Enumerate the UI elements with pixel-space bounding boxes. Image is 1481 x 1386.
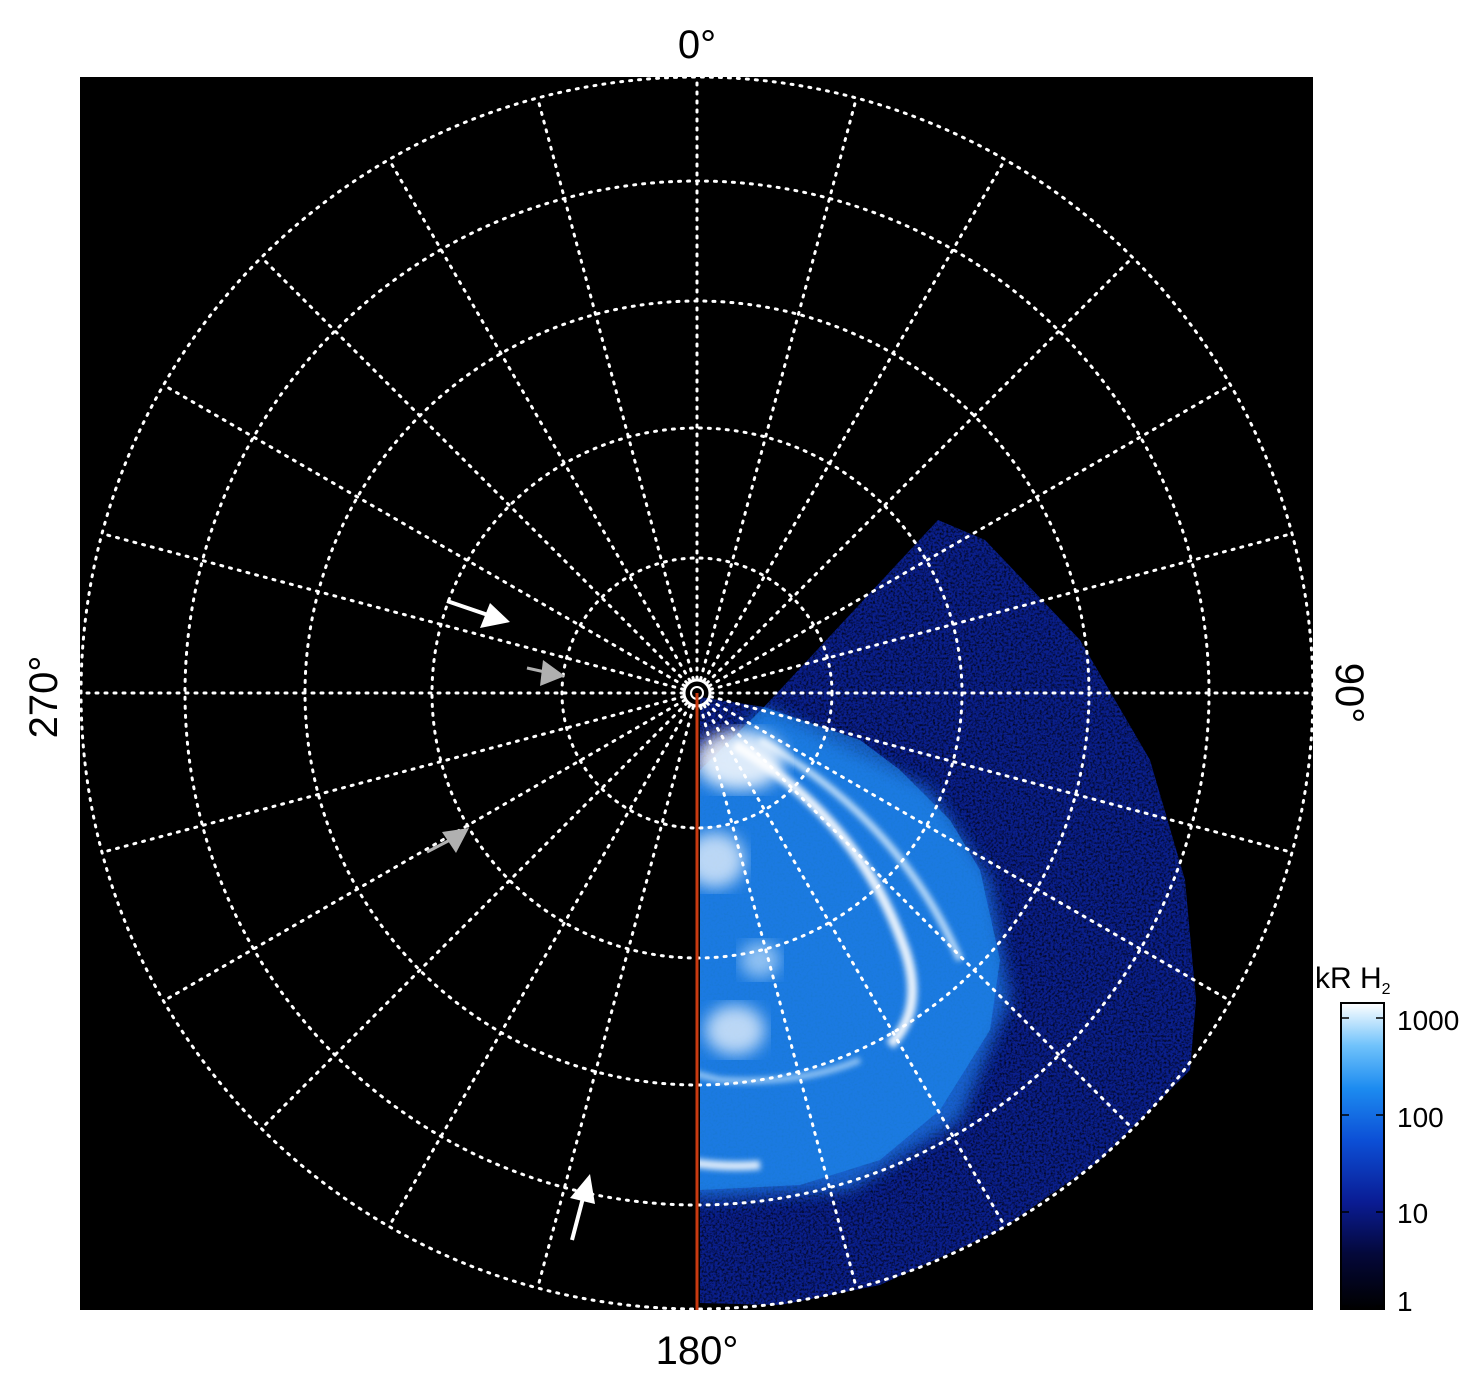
longitude-meridian <box>162 383 687 688</box>
longitude-label-right: 90° <box>1327 663 1371 724</box>
longitude-grid <box>80 77 1313 1310</box>
arrow-white-upper <box>446 599 510 628</box>
colorbar-title: kR H2 <box>1315 962 1391 998</box>
colorbar-tick-label: 1000 <box>1397 1005 1459 1036</box>
longitude-meridian <box>705 255 1135 685</box>
latitude-circle <box>560 556 834 830</box>
longitude-meridian <box>259 255 689 685</box>
longitude-label-left: 270° <box>22 656 66 739</box>
longitude-meridian <box>699 96 858 681</box>
longitude-meridian <box>536 96 695 681</box>
longitude-meridian <box>707 698 1232 1003</box>
longitude-label-top: 0° <box>678 23 716 67</box>
latitude-circle <box>80 77 1313 1310</box>
longitude-meridian <box>162 698 687 1003</box>
longitude-meridian <box>702 158 1007 683</box>
colorbar-gradient <box>1340 1002 1385 1310</box>
longitude-meridian <box>709 695 1294 854</box>
colorbar: kR H2 1000 100 10 1 <box>1315 962 1459 1317</box>
longitude-meridian <box>387 158 692 683</box>
longitude-meridian <box>100 695 685 854</box>
arrow-gray-middle <box>526 660 565 686</box>
longitude-meridian <box>100 532 685 691</box>
longitude-meridian <box>259 701 689 1131</box>
colorbar-tick-label: 10 <box>1397 1198 1428 1229</box>
longitude-meridian <box>705 701 1135 1131</box>
colorbar-tick-label: 100 <box>1397 1102 1444 1133</box>
longitude-label-bottom: 180° <box>656 1329 739 1373</box>
longitude-meridian <box>702 703 1007 1228</box>
arrow-white-bottom <box>570 1174 595 1241</box>
longitude-meridian <box>387 703 692 1228</box>
longitude-meridian <box>709 532 1294 691</box>
colorbar-tick-label: 1 <box>1397 1286 1413 1317</box>
longitude-meridian <box>536 705 695 1290</box>
longitude-meridian <box>707 383 1232 688</box>
longitude-meridian <box>699 705 858 1290</box>
arrow-gray-lower <box>426 828 469 854</box>
